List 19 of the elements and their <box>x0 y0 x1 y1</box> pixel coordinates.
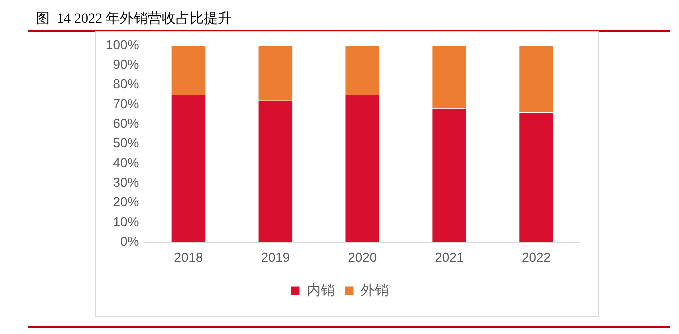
x-tick-label: 2018 <box>174 250 204 265</box>
legend-label: 内销 <box>307 282 335 298</box>
x-tick-label: 2022 <box>522 250 551 265</box>
y-tick-label: 90% <box>113 57 140 72</box>
y-tick-label: 100% <box>106 37 140 52</box>
legend-label: 外销 <box>361 282 389 298</box>
chart-title: 图 14 2022 年外销营收占比提升 <box>36 10 232 28</box>
y-tick-label: 70% <box>113 96 140 112</box>
y-tick-label: 60% <box>113 116 140 132</box>
y-tick-label: 40% <box>113 155 140 170</box>
y-tick-label: 10% <box>113 214 140 230</box>
y-tick-label: 30% <box>113 175 140 190</box>
y-tick-label: 0% <box>120 234 140 249</box>
y-tick-label: 80% <box>113 76 140 92</box>
y-tick-label: 50% <box>113 136 140 151</box>
x-tick-label: 2019 <box>261 250 290 265</box>
x-tick-label: 2020 <box>348 250 378 265</box>
x-tick-label: 2021 <box>435 250 464 265</box>
y-tick-label: 20% <box>113 194 140 210</box>
